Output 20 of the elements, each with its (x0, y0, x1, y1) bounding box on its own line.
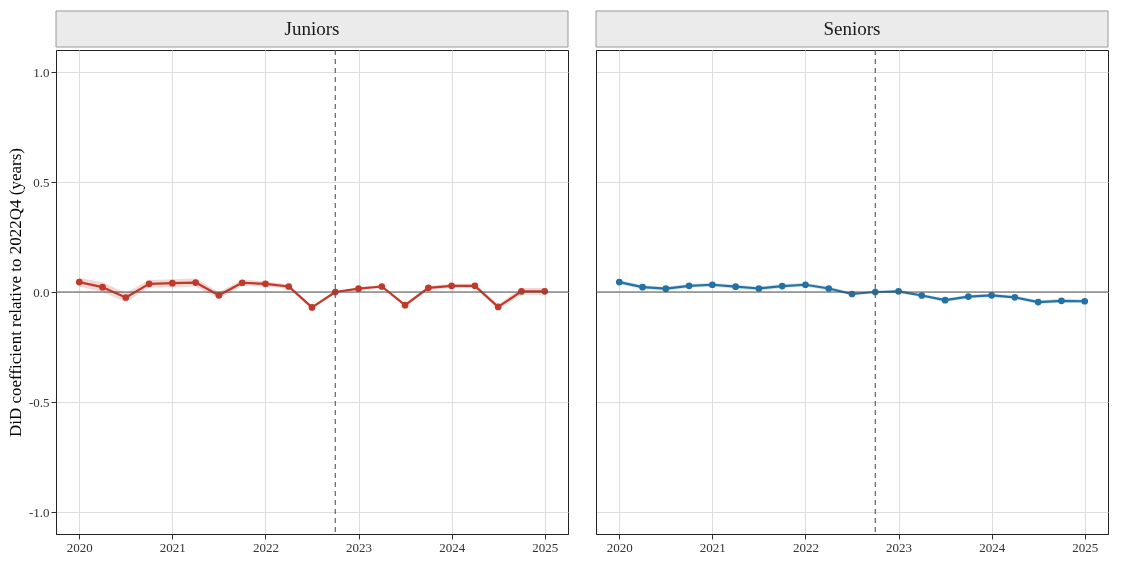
x-tick-label: 2020 (66, 539, 93, 555)
x-tick-label: 2023 (346, 539, 373, 555)
x-tick-label: 2022 (792, 539, 819, 555)
y-tick-label: 0.5 (33, 174, 50, 190)
x-tick-label: 2024 (979, 539, 1006, 555)
chart-title: Juniors (284, 18, 340, 39)
y-tick-label: -1.0 (28, 504, 50, 520)
y-tick-label: 0.0 (33, 284, 50, 300)
x-tick-label: 2023 (886, 539, 913, 555)
y-axis-title: DiD coefficient relative to 2022Q4 (years) (5, 147, 25, 438)
x-tick-label: 2022 (252, 539, 279, 555)
x-tick-label: 2020 (606, 539, 633, 555)
x-tick-label: 2025 (532, 539, 559, 555)
x-tick-label: 2025 (1072, 539, 1099, 555)
chart-title: Seniors (823, 18, 881, 39)
x-tick-label: 2024 (439, 539, 466, 555)
y-tick-label: 1.0 (33, 64, 50, 80)
x-tick-label: 2021 (699, 539, 726, 555)
y-tick-label: -0.5 (28, 394, 50, 410)
x-tick-label: 2021 (159, 539, 186, 555)
